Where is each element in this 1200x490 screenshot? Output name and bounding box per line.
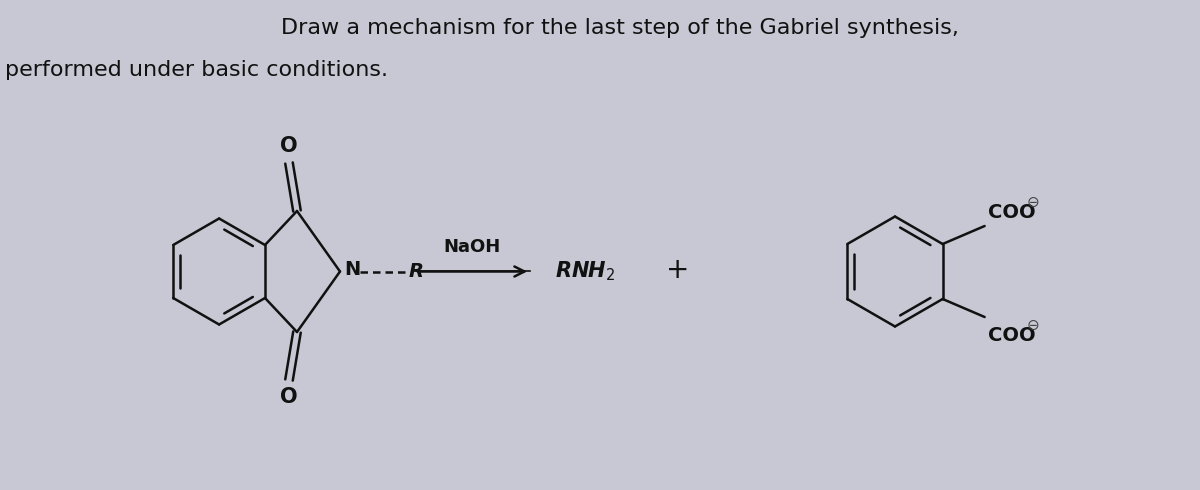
Text: O: O [280,387,298,407]
Text: NaOH: NaOH [444,238,502,255]
Text: N: N [344,260,360,279]
Text: ⊖: ⊖ [1027,318,1039,333]
Text: performed under basic conditions.: performed under basic conditions. [5,60,388,80]
Text: O: O [280,136,298,156]
Text: COO: COO [988,326,1036,345]
Text: ⊖: ⊖ [1027,195,1039,210]
Text: R: R [409,262,424,281]
Text: COO: COO [988,203,1036,222]
Text: +: + [666,255,690,284]
Text: RNH$_2$: RNH$_2$ [554,260,616,283]
Text: Draw a mechanism for the last step of the Gabriel synthesis,: Draw a mechanism for the last step of th… [281,18,959,38]
